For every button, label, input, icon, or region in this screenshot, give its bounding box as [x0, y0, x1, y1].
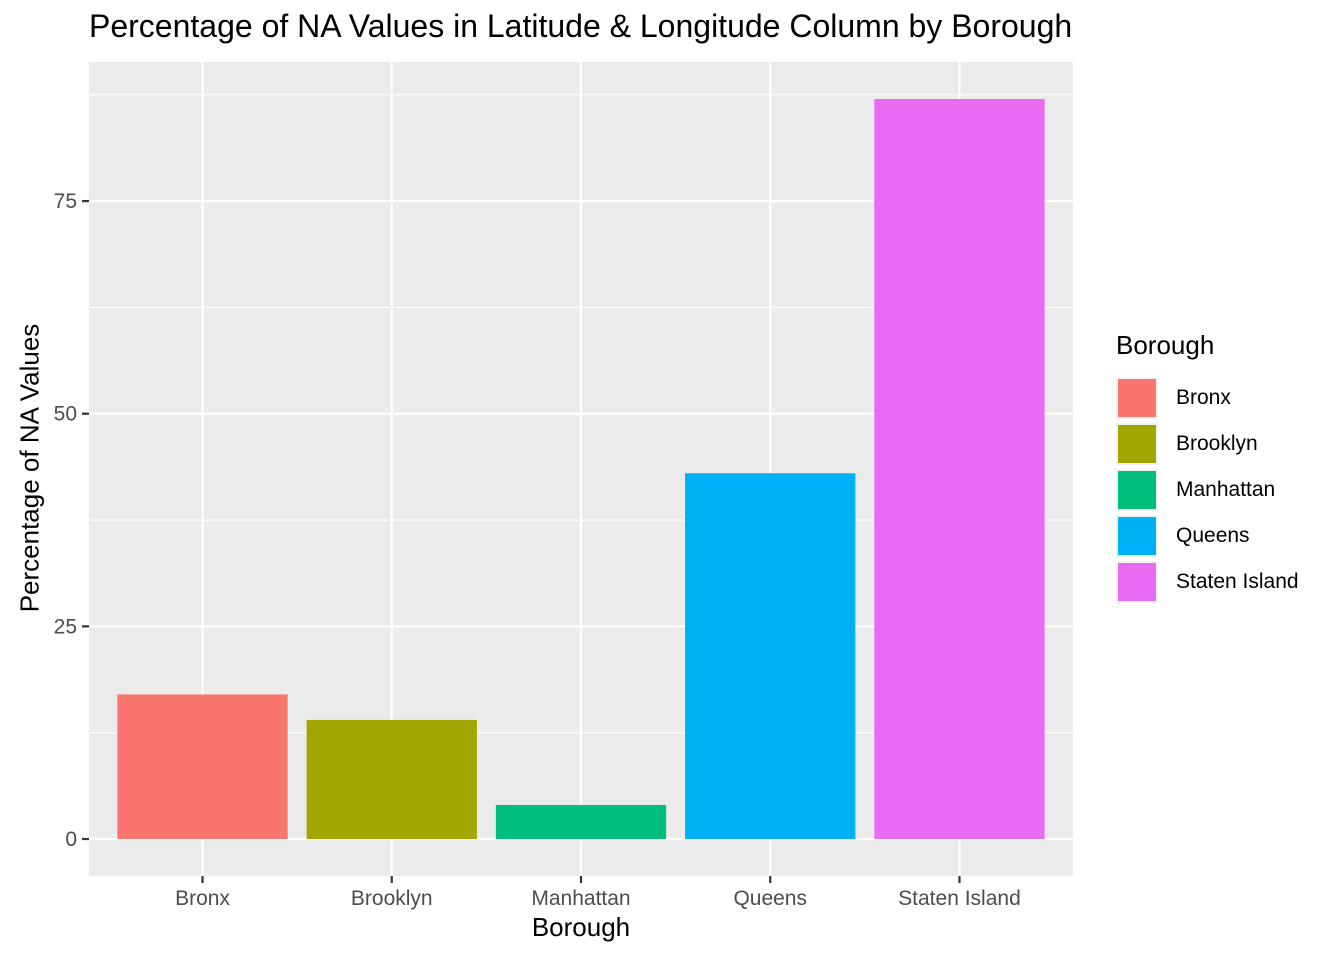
- legend-label: Manhattan: [1176, 478, 1276, 501]
- legend-key: [1116, 469, 1158, 511]
- y-tick-label: 75: [54, 190, 77, 213]
- y-tick-label: 25: [54, 615, 77, 638]
- x-tick-label: Staten Island: [898, 887, 1021, 910]
- legend-label: Queens: [1176, 524, 1250, 547]
- legend-item: Queens: [1116, 513, 1299, 559]
- bar-staten-island: [874, 99, 1045, 839]
- legend-item: Brooklyn: [1116, 421, 1299, 467]
- legend-item: Staten Island: [1116, 559, 1299, 605]
- x-tick-label: Queens: [733, 887, 807, 910]
- legend-key: [1116, 377, 1158, 419]
- y-tick-label: 0: [65, 828, 77, 851]
- legend-label: Staten Island: [1176, 570, 1299, 593]
- legend-key: [1116, 515, 1158, 557]
- bars: [117, 99, 1045, 839]
- legend-label: Brooklyn: [1176, 432, 1258, 455]
- bar-queens: [685, 473, 856, 839]
- legend-key: [1116, 561, 1158, 603]
- legend-item: Manhattan: [1116, 467, 1299, 513]
- bar-bronx: [117, 694, 288, 839]
- legend-title: Borough: [1116, 330, 1215, 360]
- x-axis: Bronx Brooklyn Manhattan Queens Staten Islan…: [175, 876, 1021, 910]
- legend-key: [1116, 423, 1158, 465]
- y-axis: 0 25 50 75: [54, 190, 89, 851]
- legend-item: Bronx: [1116, 375, 1299, 421]
- x-axis-title: Borough: [531, 912, 631, 942]
- x-tick-label: Brooklyn: [351, 887, 433, 910]
- y-axis-title: Percentage of NA Values: [14, 323, 45, 613]
- y-tick-label: 50: [54, 403, 77, 426]
- legend-label: Bronx: [1176, 386, 1231, 409]
- x-tick-label: Bronx: [175, 887, 230, 910]
- chart-title: Percentage of NA Values in Latitude & Lo…: [89, 8, 1073, 44]
- bar-brooklyn: [306, 719, 477, 839]
- legend-items: Bronx Brooklyn Manhattan Queens Staten Islan…: [1116, 375, 1299, 605]
- legend: Borough Bronx Brooklyn Manhattan Queens Stat…: [1116, 330, 1299, 605]
- bar-manhattan: [495, 804, 667, 839]
- x-tick-label: Manhattan: [531, 887, 630, 910]
